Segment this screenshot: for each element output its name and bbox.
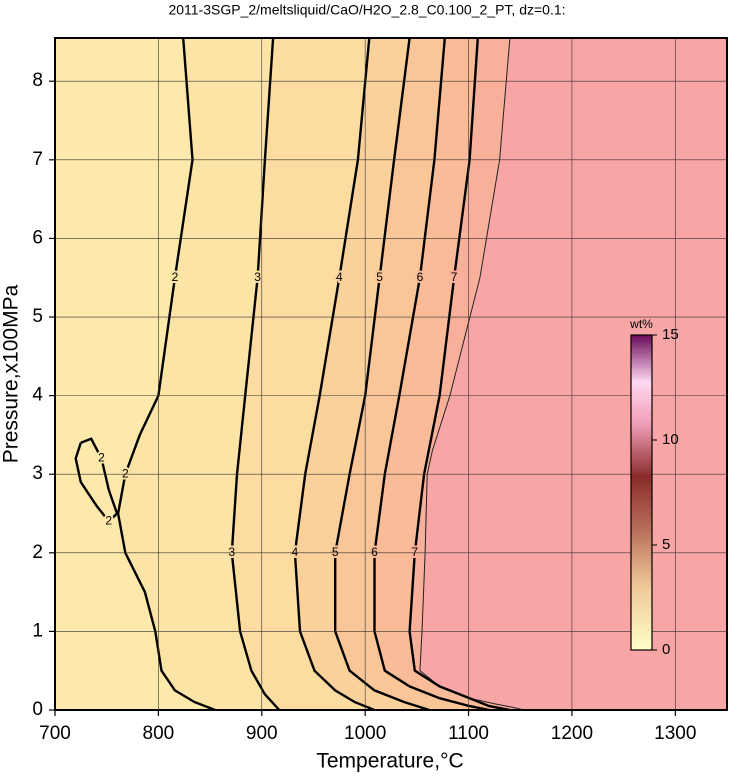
contour-label: 2 [98, 451, 105, 465]
x-axis-label: Temperature,°C [316, 750, 463, 773]
plot-area: 2 2 2 2 3 3 4 4 5 5 6 6 7 7 [55, 38, 727, 710]
x-tick-label: 900 [246, 723, 278, 744]
colorbar-tick-label: 15 [662, 326, 679, 343]
y-tick-label: 4 [32, 385, 43, 406]
contour-label: 3 [228, 545, 235, 559]
contour-label: 5 [332, 545, 339, 559]
x-tick-label: 700 [39, 723, 71, 744]
colorbar [630, 334, 653, 651]
contour-label: 6 [417, 270, 424, 284]
x-tick-label: 1200 [551, 723, 593, 744]
colorbar-label: wt% [629, 317, 653, 331]
x-tick-label: 1300 [654, 723, 696, 744]
y-tick-label: 6 [32, 227, 43, 248]
y-tick-label: 8 [32, 70, 43, 91]
y-axis-label: Pressure,x100MPa [0, 284, 23, 463]
contour-label: 2 [105, 514, 112, 528]
contour-label: 3 [254, 270, 261, 284]
contour-label: 4 [292, 545, 299, 559]
overlay: 700 800 900 1000 1100 1200 1300 0 1 2 3 4 5 6 7 8 wt% 0 5 1… [32, 37, 728, 744]
y-tick-label: 1 [32, 620, 43, 641]
contour-label: 7 [451, 270, 458, 284]
colorbar-tick-label: 0 [662, 641, 670, 658]
contour-label: 2 [172, 270, 179, 284]
y-tick-label: 5 [32, 306, 43, 327]
contour-label: 2 [122, 466, 129, 480]
contour-line [373, 38, 490, 710]
contour-line [74, 437, 119, 524]
contour-line [230, 38, 281, 710]
stable-boundary [419, 38, 525, 710]
y-tick-label: 0 [32, 699, 43, 720]
y-tick-label: 3 [32, 463, 43, 484]
x-tick-label: 1100 [448, 723, 489, 744]
chart-title: 2011-3SGP_2/meltsliquid/CaO/H2O_2.8_C0.1… [168, 2, 565, 18]
contour-line [116, 38, 216, 710]
x-tick-label: 800 [143, 723, 175, 744]
colorbar-tick-label: 10 [662, 431, 679, 448]
plot-frame [54, 37, 728, 711]
y-tick-label: 2 [32, 542, 43, 563]
x-tick-label: 1000 [344, 723, 386, 744]
contour-line [408, 38, 511, 710]
contour-label: 4 [336, 270, 343, 284]
colorbar-tick-label: 5 [662, 536, 670, 553]
contour-label: 5 [376, 270, 383, 284]
contour-label: 6 [371, 545, 378, 559]
y-tick-label: 7 [32, 149, 43, 170]
contour-label: 7 [411, 545, 418, 559]
